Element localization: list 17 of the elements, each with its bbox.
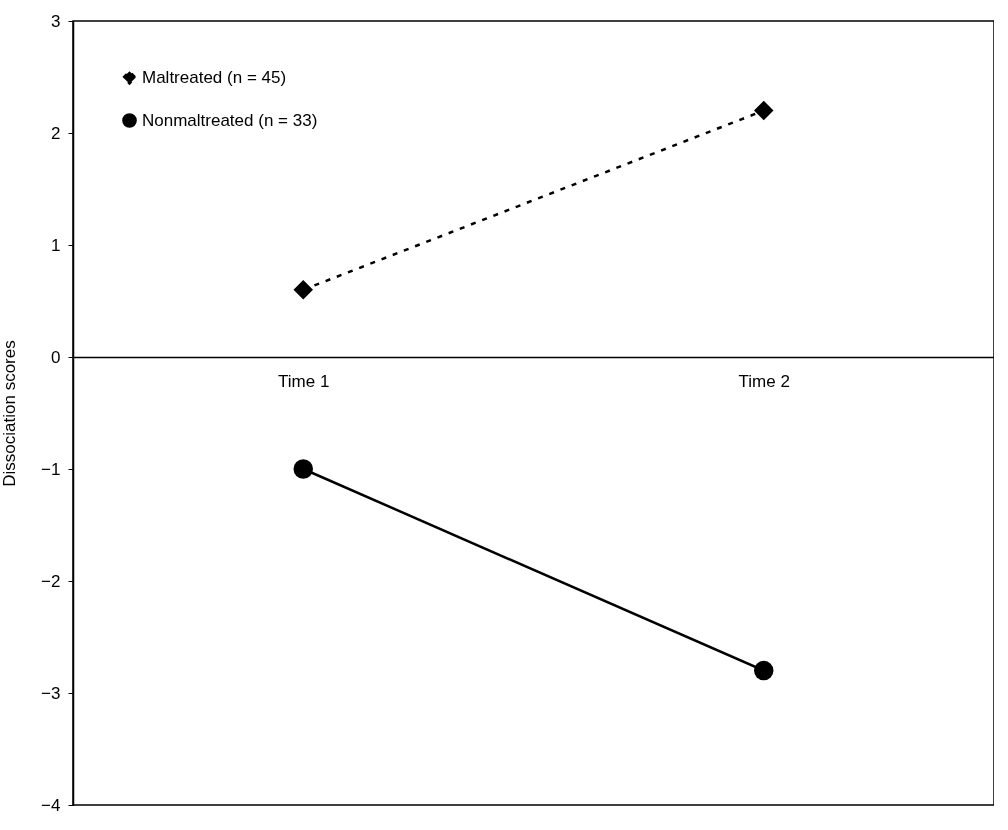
y-axis-title: Dissociation scores xyxy=(0,340,20,487)
y-tick-label: −3 xyxy=(41,683,61,703)
legend-label: Maltreated (n = 45) xyxy=(142,67,287,87)
point xyxy=(293,459,313,479)
y-tick-label: 0 xyxy=(51,347,61,367)
point xyxy=(754,100,774,121)
y-tick-label: −1 xyxy=(41,459,61,479)
x-tick-label: Time 2 xyxy=(738,371,790,391)
y-tick-label: −2 xyxy=(41,571,61,591)
y-tick-label: 2 xyxy=(51,123,61,143)
legend-label: Nonmaltreated (n = 33) xyxy=(142,110,318,130)
point xyxy=(293,280,313,300)
y-tick-label: 3 xyxy=(51,11,61,31)
y-tick-label: −4 xyxy=(41,795,61,815)
y-tick-label: 1 xyxy=(51,235,61,255)
x-tick-label: Time 1 xyxy=(278,371,330,391)
point xyxy=(754,660,774,681)
